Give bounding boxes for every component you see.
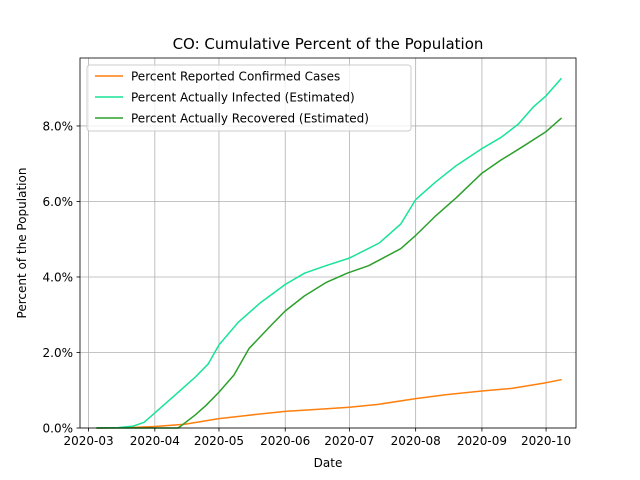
- x-tick-label: 2020-10: [521, 434, 571, 448]
- legend-label-1: Percent Reported Confirmed Cases: [131, 70, 340, 84]
- series-line-3: [96, 117, 563, 429]
- chart-title: CO: Cumulative Percent of the Population: [173, 35, 484, 53]
- x-axis-label: Date: [314, 456, 343, 470]
- y-tick-label: 4.0%: [43, 270, 74, 284]
- series-line-1: [96, 378, 562, 429]
- legend: Percent Reported Confirmed Cases Percent …: [86, 64, 412, 132]
- x-tick-label: 2020-04: [130, 434, 180, 448]
- legend-frame: [86, 64, 412, 132]
- series-lines: [96, 77, 563, 429]
- y-tick-label: 6.0%: [43, 195, 74, 209]
- x-tick-label: 2020-09: [457, 434, 507, 448]
- x-tick-label: 2020-08: [391, 434, 441, 448]
- series-line-2: [96, 77, 563, 429]
- x-tick-label: 2020-07: [324, 434, 374, 448]
- legend-label-2: Percent Actually Infected (Estimated): [131, 91, 355, 105]
- y-axis-label: Percent of the Population: [15, 168, 29, 319]
- x-tick-label: 2020-05: [194, 434, 244, 448]
- plot-area-frame: [79, 57, 577, 429]
- x-tick-label: 2020-06: [260, 434, 310, 448]
- x-tick-label: 2020-03: [63, 434, 113, 448]
- legend-label-3: Percent Actually Recovered (Estimated): [131, 112, 369, 126]
- y-tick-label: 0.0%: [43, 422, 74, 436]
- axis-ticks: 2020-03 2020-04 2020-05 2020-06 2020-07 2020-…: [43, 119, 572, 448]
- y-tick-label: 8.0%: [43, 119, 74, 133]
- y-tick-label: 2.0%: [43, 346, 74, 360]
